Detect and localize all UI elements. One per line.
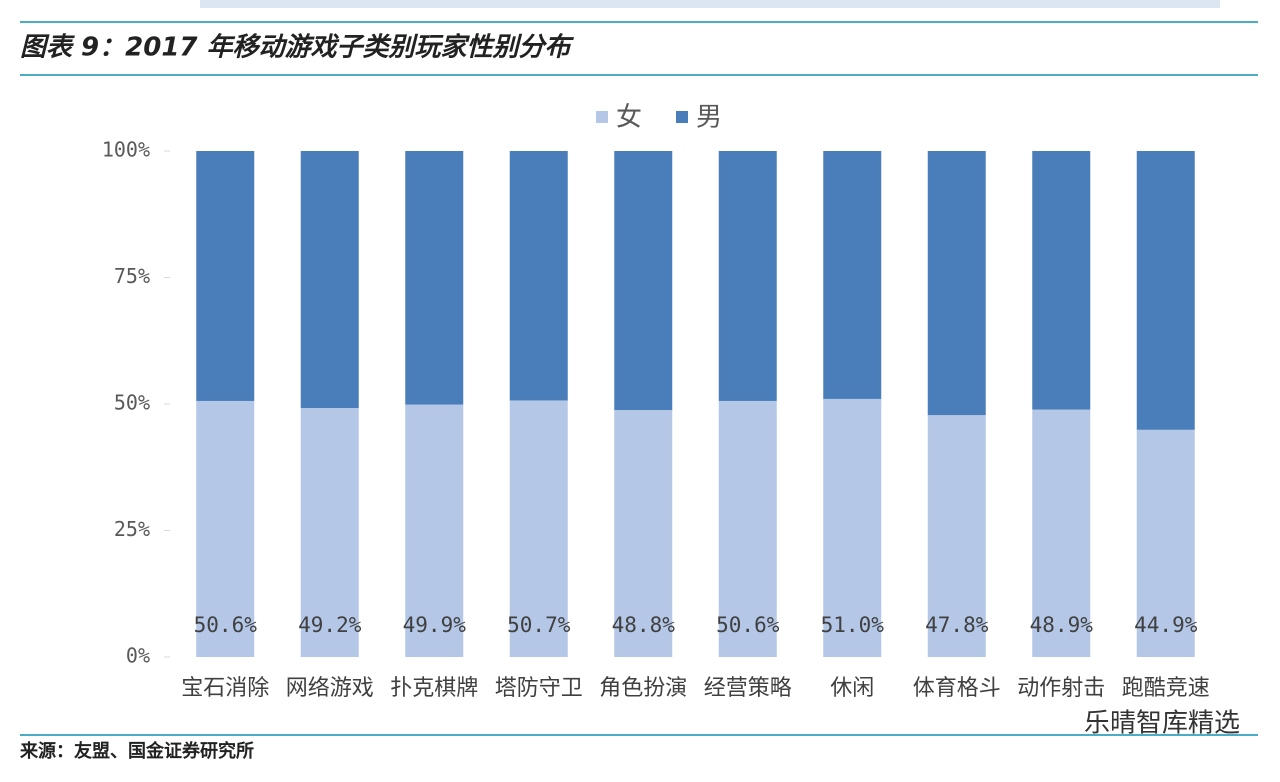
bar-segment (300, 408, 359, 657)
bar-segment (509, 400, 568, 657)
y-tick-label: 75% (114, 264, 150, 288)
x-tick-label: 塔防守卫 (495, 676, 583, 701)
legend-swatch (596, 111, 608, 123)
source: 来源：友盟、国金证券研究所 (19, 740, 254, 762)
bar-segment (614, 151, 673, 411)
bar-segment (196, 400, 255, 657)
data-label: 50.6% (716, 613, 780, 637)
bar-segment (927, 415, 986, 657)
data-label: 47.8% (925, 613, 989, 637)
bar-segment (1032, 409, 1091, 657)
data-label: 44.9% (1134, 613, 1198, 637)
y-tick-label: 50% (114, 391, 150, 415)
x-tick-label: 扑克棋牌 (390, 676, 478, 701)
bar-segment (405, 151, 464, 405)
data-label: 49.2% (298, 613, 362, 637)
x-tick-label: 休闲 (830, 676, 874, 701)
x-tick-label: 动作射击 (1017, 676, 1105, 701)
bar-segment (405, 404, 464, 657)
y-tick-label: 25% (114, 517, 150, 541)
data-label: 48.9% (1030, 613, 1094, 637)
data-label: 50.6% (194, 613, 258, 637)
bar-segment (927, 151, 986, 416)
data-label: 50.7% (507, 613, 571, 637)
data-label: 51.0% (821, 613, 885, 637)
legend-swatch (676, 111, 688, 123)
bar-segment (1032, 151, 1091, 410)
x-tick-label: 宝石消除 (181, 676, 269, 701)
bar-segment (1136, 429, 1195, 657)
legend-label: 男 (696, 103, 722, 133)
x-tick-label: 网络游戏 (286, 676, 374, 701)
legend-label: 女 (616, 103, 642, 133)
x-tick-label: 角色扮演 (599, 676, 687, 701)
bar-segment (509, 151, 568, 401)
data-label: 48.8% (612, 613, 676, 637)
chart-title: 图表 9：2017 年移动游戏子类别玩家性别分布 (20, 33, 575, 63)
top-strip (200, 0, 1220, 8)
y-tick-label: 100% (102, 138, 150, 162)
bar-segment (718, 400, 777, 657)
x-tick-label: 经营策略 (704, 676, 792, 701)
bar-segment (300, 151, 359, 409)
bar-segment (823, 398, 882, 657)
watermark: 乐晴智库精选 (1084, 709, 1240, 739)
bar-segment (196, 151, 255, 401)
x-tick-label: 体育格斗 (913, 676, 1001, 701)
y-tick-label: 0% (126, 644, 150, 668)
bar-segment (614, 410, 673, 657)
x-tick-label: 跑酷竞速 (1122, 676, 1210, 701)
bar-segment (1136, 151, 1195, 430)
bar-segment (718, 151, 777, 401)
bar-segment (823, 151, 882, 399)
data-label: 49.9% (403, 613, 467, 637)
